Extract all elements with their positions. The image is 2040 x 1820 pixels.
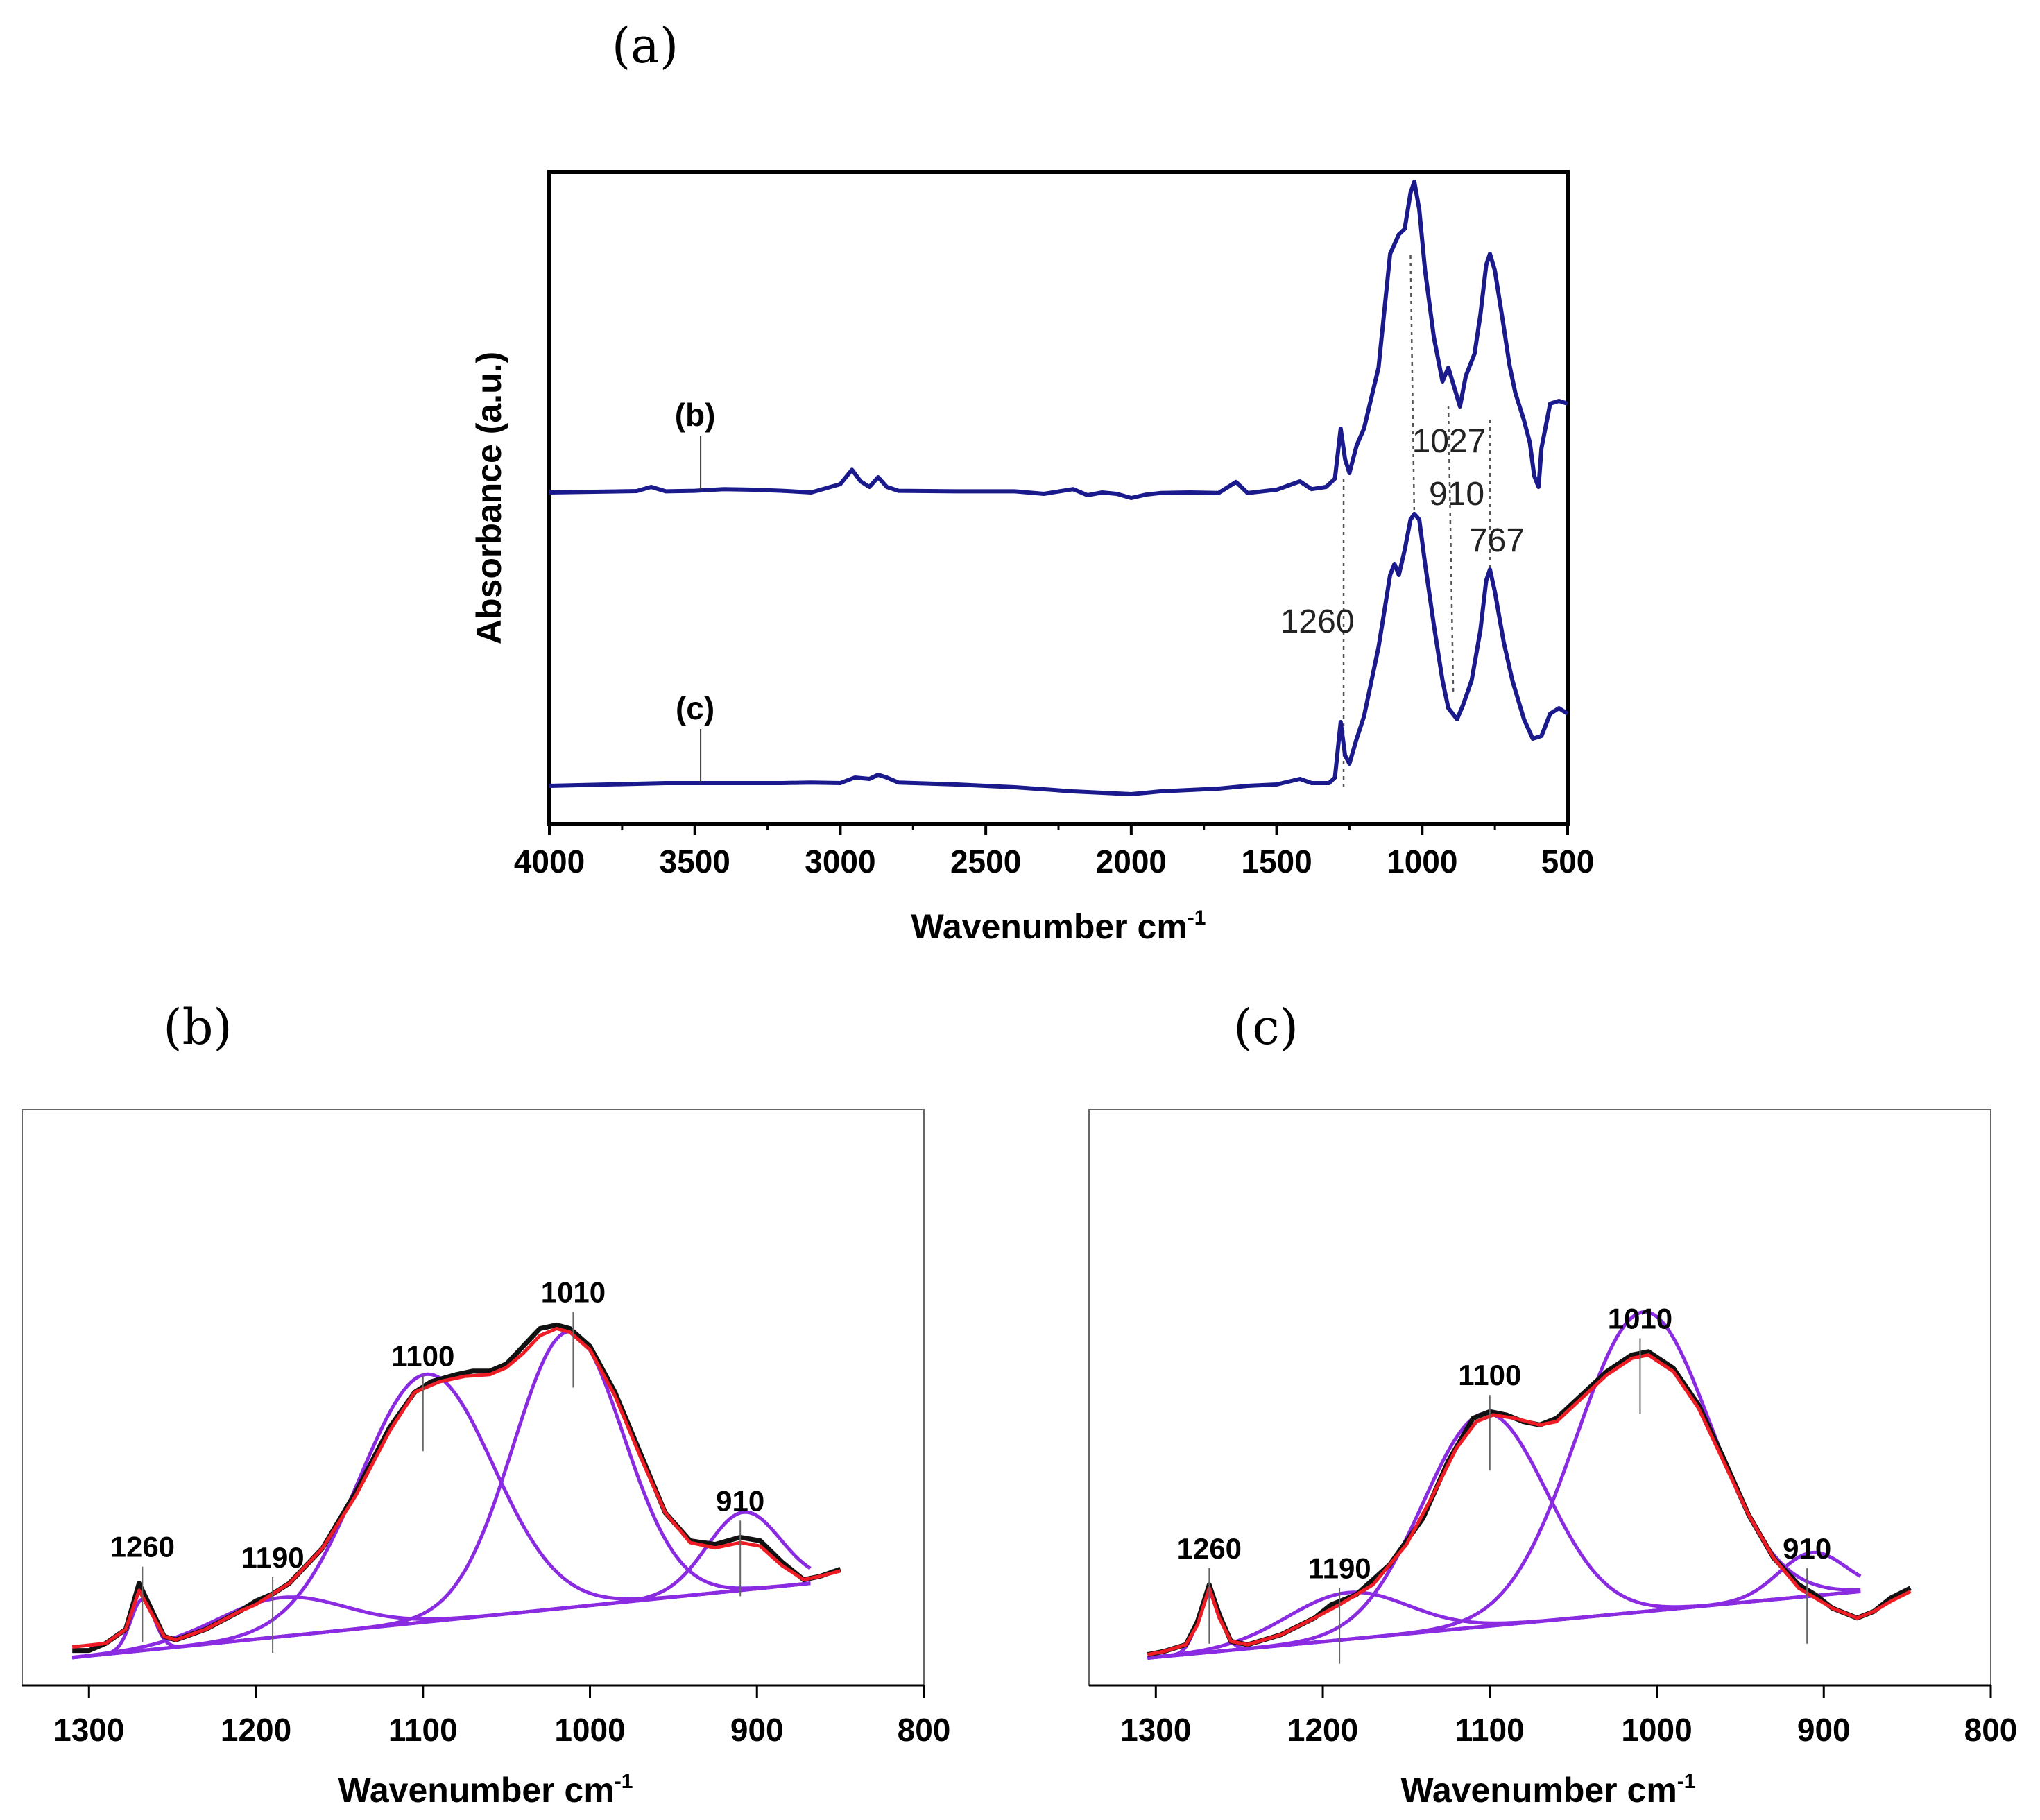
x-tick-label-a: 1000 — [1387, 843, 1457, 879]
x-axis-title-c: Wavenumber cm-1 — [1401, 1770, 1696, 1810]
peak-guide-line — [1447, 405, 1455, 694]
x-tick-label-c: 1000 — [1621, 1712, 1692, 1748]
curve-label-c: (c) — [676, 690, 714, 726]
x-tick-label-a: 3000 — [805, 843, 875, 879]
x-tick-label-b: 1300 — [53, 1712, 124, 1748]
x-tick-label-a: 4000 — [514, 843, 585, 879]
x-tick-label-b: 1100 — [388, 1712, 458, 1748]
peak-labels-b: 1260 1190 1100 1010 910 — [110, 1276, 764, 1653]
y-axis-title-a: Absorbance (a.u.) — [470, 352, 508, 644]
x-ticks-b: 1300 1200 1100 1000 900 800 — [53, 1685, 950, 1748]
peak-label-767: 767 — [1469, 522, 1525, 559]
x-tick-label-a: 3500 — [660, 843, 730, 879]
panel-label-c: (c) — [1233, 999, 1298, 1056]
x-tick-label-c: 800 — [1964, 1712, 2018, 1748]
panel-label-b: (b) — [163, 999, 232, 1056]
x-tick-label-a: 500 — [1541, 843, 1595, 879]
component-peak-908 — [71, 1510, 812, 1660]
x-ticks-c: 1300 1200 1100 1000 900 800 — [1120, 1685, 2017, 1748]
x-axis-title-b: Wavenumber cm-1 — [338, 1770, 633, 1810]
fitted-spectrum — [1147, 1353, 1912, 1657]
peak-label-910: 910 — [1429, 476, 1484, 513]
component-peak-907 — [1147, 1550, 1862, 1660]
fitted-spectrum — [71, 1327, 841, 1649]
component-peak-1103 — [1147, 1411, 1861, 1660]
peak-label-1100: 1100 — [1458, 1359, 1521, 1391]
x-tick-label-a: 2500 — [950, 843, 1021, 879]
spectra-a: (b) (c) — [549, 180, 1569, 796]
x-tick-label-c: 900 — [1797, 1712, 1851, 1748]
plot-frame-a — [547, 170, 1570, 826]
x-tick-label-a: 1500 — [1241, 843, 1312, 879]
chart-c: 1300 1200 1100 1000 900 800 1260 1190 1100 1010 9… — [1088, 1109, 2017, 1810]
x-ticks-a: 4000 3500 3000 2500 2000 1500 1000 500 — [514, 824, 1595, 879]
x-tick-label-c: 1200 — [1287, 1712, 1358, 1748]
peak-labels-c: 1260 1190 1100 1010 910 — [1177, 1303, 1831, 1664]
component-peak-1098 — [71, 1372, 811, 1660]
panel-label-a: (a) — [612, 17, 678, 74]
peak-label-910: 910 — [716, 1484, 764, 1517]
peak-label-1010: 1010 — [1608, 1303, 1672, 1335]
x-tick-label-c: 1300 — [1120, 1712, 1191, 1748]
peak-label-1190: 1190 — [241, 1541, 305, 1574]
chart-a: 4000 3500 3000 2500 2000 1500 1000 500 (b) (c) 1… — [470, 170, 1595, 946]
x-tick-label-c: 1100 — [1455, 1712, 1525, 1748]
peak-label-1027: 1027 — [1412, 423, 1486, 460]
x-tick-label-b: 1000 — [554, 1712, 625, 1748]
curves-c — [1147, 1349, 1912, 1658]
peak-label-1190: 1190 — [1308, 1552, 1371, 1585]
spectrum-line-c — [549, 512, 1569, 796]
peak-label-1100: 1100 — [391, 1339, 454, 1372]
x-axis-title-a: Wavenumber cm-1 — [911, 907, 1206, 946]
peak-label-1260: 1260 — [110, 1531, 175, 1563]
x-tick-label-b: 800 — [898, 1712, 951, 1748]
peak-guide-line — [1409, 255, 1416, 517]
plot-frame-b — [22, 1109, 925, 1686]
peak-label-910: 910 — [1783, 1532, 1831, 1565]
x-tick-label-a: 2000 — [1096, 843, 1167, 879]
plot-frame-c — [1088, 1109, 1991, 1686]
chart-b: 1300 1200 1100 1000 900 800 1260 1190 1100 1010 9… — [22, 1109, 950, 1810]
spectrum-line-b — [549, 180, 1568, 500]
measured-spectrum — [1147, 1349, 1912, 1658]
peak-label-1010: 1010 — [541, 1276, 606, 1309]
x-tick-label-b: 900 — [730, 1712, 784, 1748]
peak-label-1260: 1260 — [1280, 603, 1355, 640]
peak-labels-a: 1027 910 767 1260 — [1280, 423, 1525, 640]
x-tick-label-b: 1200 — [221, 1712, 291, 1748]
peak-guides-a — [1342, 255, 1491, 787]
peak-label-1260: 1260 — [1177, 1532, 1242, 1565]
curve-label-b: (b) — [675, 397, 716, 433]
curves-b — [71, 1322, 841, 1654]
